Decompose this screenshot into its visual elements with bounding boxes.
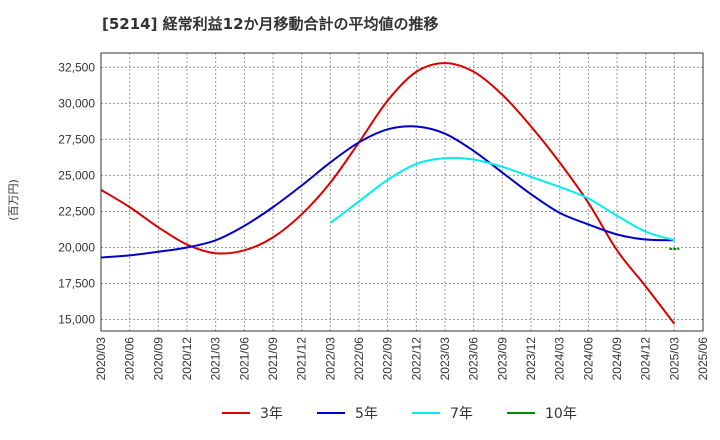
- plot-frame: [100, 52, 704, 332]
- x-tick-label: 2023/12: [524, 337, 538, 381]
- y-tick-label: 22,500: [58, 204, 95, 218]
- x-tick-label: 2022/09: [381, 337, 395, 381]
- x-tick-label: 2023/06: [467, 337, 481, 381]
- series-group: [100, 62, 680, 325]
- axes: [100, 52, 704, 332]
- x-tick-label: 2020/06: [123, 337, 137, 381]
- grid: [100, 53, 704, 331]
- x-tick-label: 2022/06: [352, 337, 366, 381]
- y-tick-label: 20,000: [58, 240, 95, 254]
- x-tick-label: 2021/06: [237, 337, 251, 381]
- x-tick-label: 2021/03: [209, 337, 223, 381]
- x-tick-label: 2020/09: [151, 337, 165, 381]
- x-tick-label: 2023/03: [438, 337, 452, 381]
- x-tick-label: 2021/12: [295, 337, 309, 381]
- x-axis-ticks: 2020/03 2020/06 2020/09 2020/12 2021/03 2021/…: [94, 337, 710, 381]
- legend-label: 7年: [450, 406, 473, 422]
- x-tick-label: 2024/12: [639, 337, 653, 381]
- legend: 3年 5年 7年 10年: [222, 406, 577, 422]
- y-tick-label: 25,000: [58, 168, 95, 182]
- y-tick-label: 27,500: [58, 132, 95, 146]
- x-tick-label: 2020/03: [94, 337, 108, 381]
- legend-item: 3年: [222, 406, 283, 422]
- series-1-line: [100, 62, 676, 325]
- x-tick-label: 2021/09: [266, 337, 280, 381]
- x-tick-label: 2025/03: [667, 337, 681, 381]
- legend-label: 5年: [355, 406, 378, 422]
- legend-label: 3年: [260, 406, 283, 422]
- chart-title: [5214] 経常利益12か月移動合計の平均値の推移: [102, 15, 439, 33]
- y-tick-label: 32,500: [58, 60, 95, 74]
- x-tick-label: 2020/12: [180, 337, 194, 381]
- series-2-line: [100, 125, 675, 259]
- legend-item: 10年: [507, 406, 577, 422]
- x-tick-label: 2024/03: [553, 337, 567, 381]
- legend-item: 7年: [412, 406, 473, 422]
- y-tick-label: 17,500: [58, 276, 95, 290]
- y-tick-label: 30,000: [58, 96, 95, 110]
- x-tick-label: 2025/06: [696, 337, 710, 381]
- x-tick-label: 2022/03: [323, 337, 337, 381]
- legend-item: 5年: [317, 406, 378, 422]
- y-tick-label: 15,000: [58, 312, 95, 326]
- x-tick-label: 2023/09: [495, 337, 509, 381]
- legend-label: 10年: [545, 406, 577, 422]
- series-3-line: [329, 156, 675, 242]
- x-tick-label: 2024/09: [610, 337, 624, 381]
- y-axis-label: (百万円): [7, 179, 20, 221]
- x-tick-label: 2024/06: [581, 337, 595, 381]
- x-tick-label: 2022/12: [409, 337, 423, 381]
- y-axis-ticks: 15,000 17,500 20,000 22,500 25,000 27,500 30,0…: [58, 60, 95, 326]
